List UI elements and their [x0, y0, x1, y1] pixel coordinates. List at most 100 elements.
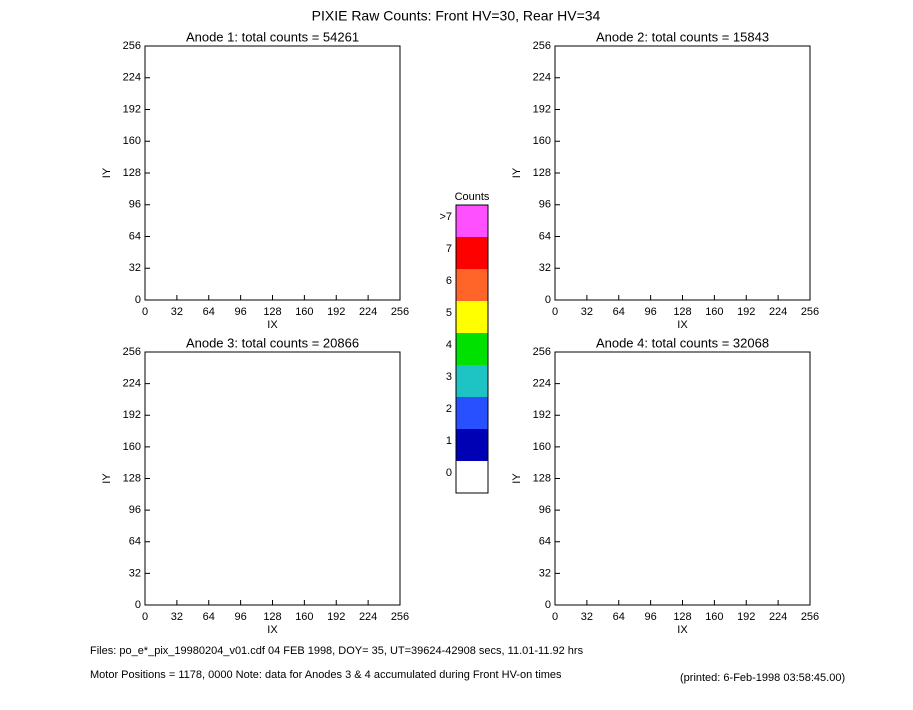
y-tick-label: 0	[545, 599, 551, 611]
y-tick-label: 256	[533, 346, 551, 358]
x-tick-label: 64	[613, 306, 625, 318]
colorbar-swatch	[456, 205, 488, 237]
colorbar-label: >7	[439, 211, 452, 223]
x-tick-label: 224	[769, 306, 787, 318]
x-axis-label: IX	[677, 319, 688, 331]
y-axis-label: IY	[511, 473, 523, 484]
x-tick-label: 160	[705, 306, 723, 318]
y-tick-label: 224	[533, 72, 551, 84]
y-tick-label: 224	[533, 378, 551, 390]
panel-title: Anode 3: total counts = 20866	[186, 335, 359, 350]
y-tick-label: 128	[533, 167, 551, 179]
y-tick-label: 64	[539, 536, 551, 548]
x-axis-label: IX	[267, 319, 278, 331]
x-tick-label: 0	[142, 306, 148, 318]
colorbar-label: 4	[446, 339, 452, 351]
y-tick-label: 160	[533, 441, 551, 453]
y-tick-label: 128	[123, 472, 141, 484]
x-tick-label: 192	[737, 306, 755, 318]
x-axis-label: IX	[677, 624, 688, 636]
y-tick-label: 32	[539, 567, 551, 579]
colorbar-swatch	[456, 429, 488, 461]
x-tick-label: 128	[673, 306, 691, 318]
x-tick-label: 128	[673, 611, 691, 623]
x-tick-label: 192	[327, 306, 345, 318]
x-tick-label: 64	[613, 611, 625, 623]
colorbar-swatch	[456, 365, 488, 397]
plot-area	[144, 351, 401, 606]
y-tick-label: 96	[539, 199, 551, 211]
x-tick-label: 96	[645, 611, 657, 623]
y-tick-label: 224	[123, 72, 141, 84]
plot-area	[554, 351, 811, 606]
y-axis-label: IY	[511, 167, 523, 178]
x-tick-label: 128	[263, 611, 281, 623]
x-tick-label: 192	[737, 611, 755, 623]
footer-files: Files: po_e*_pix_19980204_v01.cdf 04 FEB…	[90, 645, 584, 657]
y-tick-label: 64	[539, 230, 551, 242]
x-tick-label: 128	[263, 306, 281, 318]
x-tick-label: 256	[391, 611, 409, 623]
y-tick-label: 32	[129, 567, 141, 579]
y-tick-label: 256	[123, 40, 141, 52]
y-tick-label: 192	[533, 409, 551, 421]
colorbar-label: 3	[446, 371, 452, 383]
colorbar-label: 5	[446, 307, 452, 319]
colorbar-label: 6	[446, 275, 452, 287]
y-tick-label: 64	[129, 536, 141, 548]
x-tick-label: 0	[142, 611, 148, 623]
plot-area	[554, 45, 811, 301]
y-tick-label: 160	[533, 135, 551, 147]
x-tick-label: 256	[801, 611, 819, 623]
colorbar-swatch	[456, 301, 488, 333]
x-tick-label: 224	[359, 306, 377, 318]
colorbar-swatch	[456, 333, 488, 365]
x-tick-label: 32	[581, 306, 593, 318]
x-tick-label: 32	[171, 611, 183, 623]
y-tick-label: 0	[135, 599, 141, 611]
y-tick-label: 64	[129, 230, 141, 242]
footer-motor: Motor Positions = 1178, 0000 Note: data …	[90, 669, 562, 681]
x-tick-label: 64	[203, 611, 215, 623]
x-tick-label: 0	[552, 611, 558, 623]
x-axis-label: IX	[267, 624, 278, 636]
colorbar-swatch	[456, 397, 488, 429]
colorbar-swatch	[456, 237, 488, 269]
colorbar-label: 2	[446, 403, 452, 415]
colorbar-label: 7	[446, 243, 452, 255]
panel-title: Anode 4: total counts = 32068	[596, 335, 769, 350]
y-tick-label: 256	[123, 346, 141, 358]
colorbar-frame	[455, 204, 489, 494]
colorbar-title: Counts	[455, 191, 490, 203]
y-tick-label: 224	[123, 378, 141, 390]
panel-title: Anode 2: total counts = 15843	[596, 29, 769, 44]
x-tick-label: 192	[327, 611, 345, 623]
colorbar-swatch	[456, 461, 488, 493]
x-tick-label: 160	[295, 306, 313, 318]
y-tick-label: 0	[135, 294, 141, 306]
y-tick-label: 96	[129, 199, 141, 211]
x-tick-label: 0	[552, 306, 558, 318]
plot-area	[144, 45, 401, 301]
footer-printed: (printed: 6-Feb-1998 03:58:45.00)	[680, 672, 845, 684]
x-tick-label: 160	[295, 611, 313, 623]
y-tick-label: 96	[539, 504, 551, 516]
colorbar-swatch	[456, 269, 488, 301]
x-tick-label: 256	[801, 306, 819, 318]
x-tick-label: 96	[645, 306, 657, 318]
y-tick-label: 96	[129, 504, 141, 516]
x-tick-label: 256	[391, 306, 409, 318]
y-tick-label: 192	[533, 103, 551, 115]
y-tick-label: 32	[539, 262, 551, 274]
y-tick-label: 256	[533, 40, 551, 52]
x-tick-label: 224	[359, 611, 377, 623]
page-title: PIXIE Raw Counts: Front HV=30, Rear HV=3…	[312, 8, 601, 24]
y-tick-label: 192	[123, 409, 141, 421]
y-axis-label: IY	[101, 473, 113, 484]
x-tick-label: 32	[581, 611, 593, 623]
y-tick-label: 32	[129, 262, 141, 274]
colorbar-label: 1	[446, 435, 452, 447]
y-axis-label: IY	[101, 167, 113, 178]
x-tick-label: 96	[235, 306, 247, 318]
